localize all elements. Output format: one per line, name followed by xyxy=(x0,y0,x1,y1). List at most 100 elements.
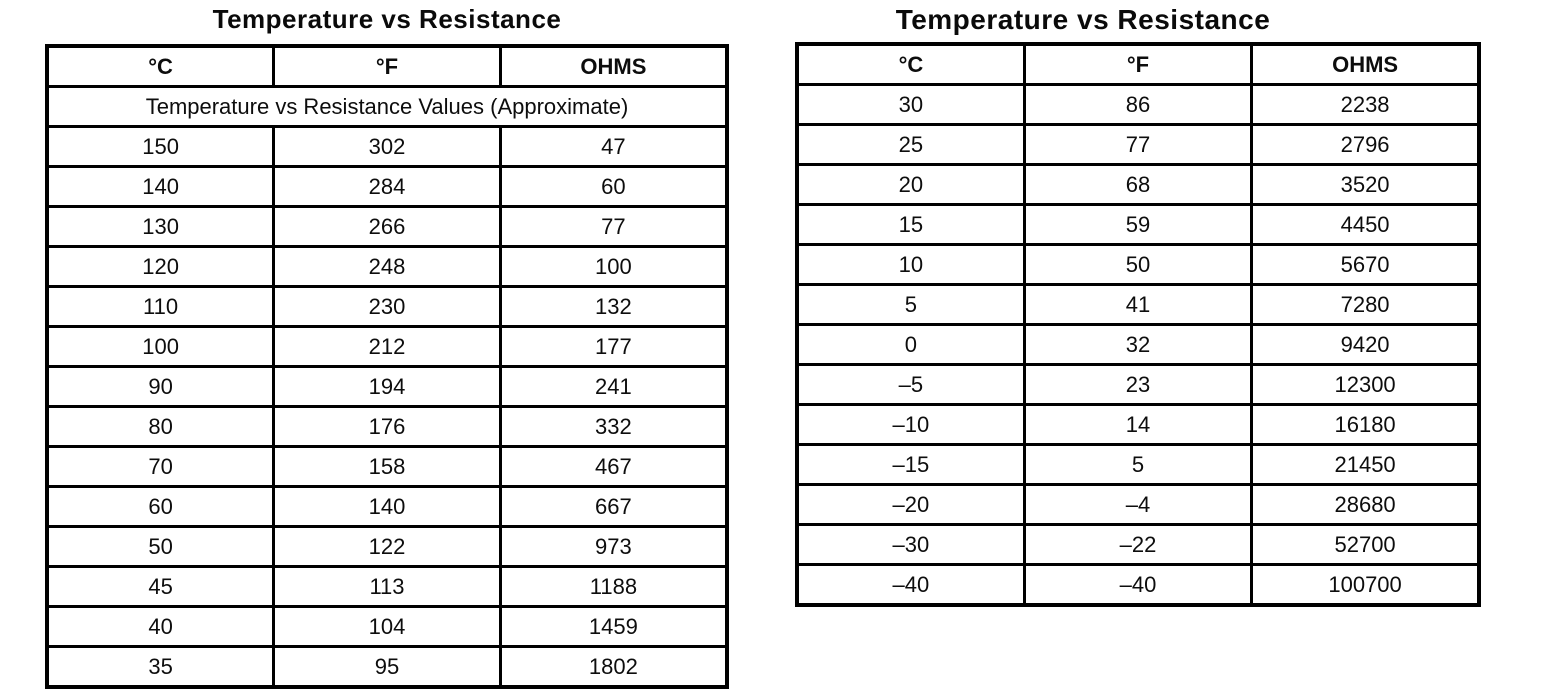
table-cell: 70 xyxy=(45,445,276,488)
table-cell: 60 xyxy=(45,485,276,528)
left-header-fahrenheit: °F xyxy=(272,44,502,88)
table-cell: 667 xyxy=(498,485,729,528)
right-temperature-resistance-table: °C °F OHMS 30 86 2238 25 77 2796 20 68 3520 15 59 4… xyxy=(795,42,1481,607)
table-cell: 120 xyxy=(45,245,276,288)
table-row: 30 86 2238 xyxy=(795,83,1481,126)
table-cell: 110 xyxy=(45,285,276,328)
table-cell: 150 xyxy=(45,125,276,168)
table-cell: 35 xyxy=(45,645,276,689)
table-cell: 113 xyxy=(272,565,502,608)
table-cell: 20 xyxy=(795,163,1026,206)
right-header-row: °C °F OHMS xyxy=(795,42,1481,86)
table-cell: 248 xyxy=(272,245,502,288)
table-cell: 21450 xyxy=(1250,443,1481,486)
table-row: 110 230 132 xyxy=(45,285,729,328)
table-cell: 5670 xyxy=(1250,243,1481,286)
table-cell: 104 xyxy=(272,605,502,648)
table-cell: 177 xyxy=(498,325,729,368)
table-cell: 302 xyxy=(272,125,502,168)
right-table-body: 30 86 2238 25 77 2796 20 68 3520 15 59 4450 10 50 5670… xyxy=(795,83,1481,607)
table-row: 140 284 60 xyxy=(45,165,729,208)
right-header-fahrenheit: °F xyxy=(1022,42,1254,86)
table-cell: 50 xyxy=(1022,243,1254,286)
table-row: 5 41 7280 xyxy=(795,283,1481,326)
table-cell: 130 xyxy=(45,205,276,248)
table-cell: –5 xyxy=(795,363,1026,406)
table-cell: 140 xyxy=(45,165,276,208)
table-row: 40 104 1459 xyxy=(45,605,729,648)
table-row: 80 176 332 xyxy=(45,405,729,448)
table-cell: 41 xyxy=(1022,283,1254,326)
table-cell: 284 xyxy=(272,165,502,208)
table-cell: –4 xyxy=(1022,483,1254,526)
table-cell: 60 xyxy=(498,165,729,208)
table-cell: 12300 xyxy=(1250,363,1481,406)
table-cell: 132 xyxy=(498,285,729,328)
right-header-ohms: OHMS xyxy=(1250,42,1481,86)
table-cell: 16180 xyxy=(1250,403,1481,446)
table-cell: –15 xyxy=(795,443,1026,486)
table-cell: 30 xyxy=(795,83,1026,126)
left-header-row: °C °F OHMS xyxy=(45,44,729,88)
left-header-celsius: °C xyxy=(45,44,276,88)
table-row: –10 14 16180 xyxy=(795,403,1481,446)
table-row: 10 50 5670 xyxy=(795,243,1481,286)
table-cell: 100 xyxy=(498,245,729,288)
table-row: –40 –40 100700 xyxy=(795,563,1481,607)
table-cell: 10 xyxy=(795,243,1026,286)
right-table-block: Temperature vs Resistance °C °F OHMS 30 8… xyxy=(795,0,1481,607)
table-cell: 3520 xyxy=(1250,163,1481,206)
left-subheader-row: Temperature vs Resistance Values (Approx… xyxy=(45,85,729,128)
table-cell: 25 xyxy=(795,123,1026,166)
table-cell: 9420 xyxy=(1250,323,1481,366)
table-row: 15 59 4450 xyxy=(795,203,1481,246)
table-row: 45 113 1188 xyxy=(45,565,729,608)
table-cell: 4450 xyxy=(1250,203,1481,246)
left-subheader-caption: Temperature vs Resistance Values (Approx… xyxy=(45,85,729,128)
table-cell: 86 xyxy=(1022,83,1254,126)
table-cell: 973 xyxy=(498,525,729,568)
table-row: 0 32 9420 xyxy=(795,323,1481,366)
table-cell: 50 xyxy=(45,525,276,568)
table-cell: 5 xyxy=(1022,443,1254,486)
table-cell: –22 xyxy=(1022,523,1254,566)
table-row: 100 212 177 xyxy=(45,325,729,368)
table-cell: 77 xyxy=(498,205,729,248)
table-cell: –30 xyxy=(795,523,1026,566)
table-cell: 15 xyxy=(795,203,1026,246)
table-cell: –20 xyxy=(795,483,1026,526)
table-row: 150 302 47 xyxy=(45,125,729,168)
left-table-block: Temperature vs Resistance °C °F OHMS Tem… xyxy=(45,0,729,689)
left-temperature-resistance-table: °C °F OHMS Temperature vs Resistance Val… xyxy=(45,44,729,689)
table-cell: 158 xyxy=(272,445,502,488)
table-row: 20 68 3520 xyxy=(795,163,1481,206)
table-cell: 47 xyxy=(498,125,729,168)
right-table-title: Temperature vs Resistance xyxy=(895,4,1271,35)
right-header-celsius: °C xyxy=(795,42,1026,86)
table-cell: 7280 xyxy=(1250,283,1481,326)
table-row: 120 248 100 xyxy=(45,245,729,288)
table-cell: 28680 xyxy=(1250,483,1481,526)
table-cell: 332 xyxy=(498,405,729,448)
table-row: –30 –22 52700 xyxy=(795,523,1481,566)
table-cell: 95 xyxy=(272,645,502,689)
table-row: –5 23 12300 xyxy=(795,363,1481,406)
table-cell: 1802 xyxy=(498,645,729,689)
left-header-ohms: OHMS xyxy=(498,44,729,88)
table-cell: 5 xyxy=(795,283,1026,326)
left-table-head: °C °F OHMS Temperature vs Resistance Val… xyxy=(45,44,729,128)
table-cell: 2238 xyxy=(1250,83,1481,126)
table-cell: 45 xyxy=(45,565,276,608)
table-cell: 1188 xyxy=(498,565,729,608)
table-cell: 80 xyxy=(45,405,276,448)
table-row: –15 5 21450 xyxy=(795,443,1481,486)
table-cell: 241 xyxy=(498,365,729,408)
left-table-body: 150 302 47 140 284 60 130 266 77 120 248 100 110 230 1… xyxy=(45,125,729,689)
table-cell: 122 xyxy=(272,525,502,568)
table-cell: 14 xyxy=(1022,403,1254,446)
table-cell: –40 xyxy=(1022,563,1254,607)
table-cell: 140 xyxy=(272,485,502,528)
table-cell: 0 xyxy=(795,323,1026,366)
table-cell: 90 xyxy=(45,365,276,408)
